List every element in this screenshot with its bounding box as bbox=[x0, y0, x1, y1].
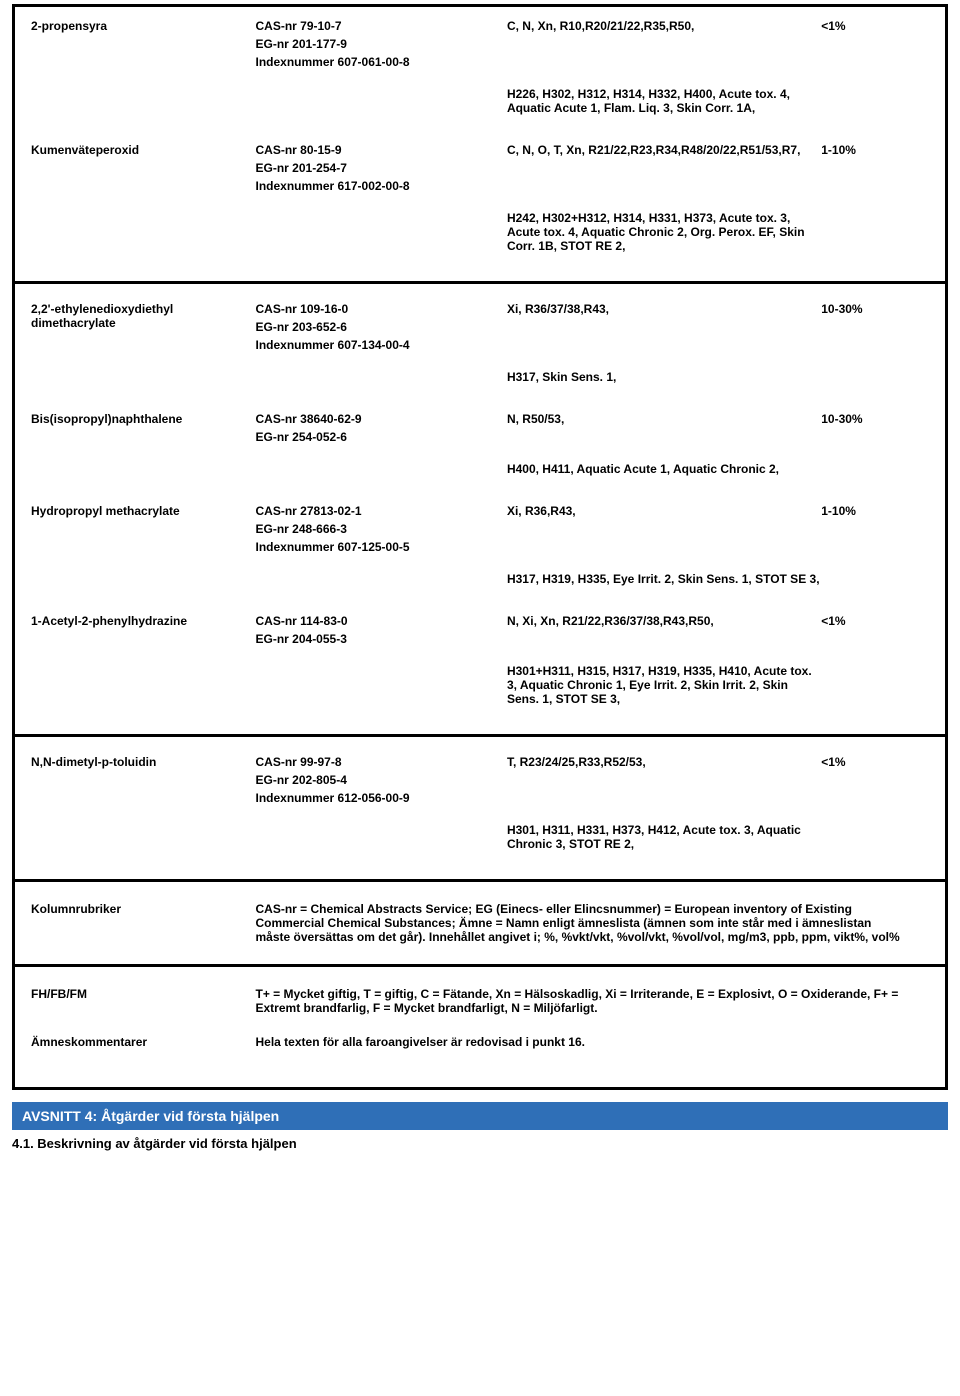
hazard-top: T, R23/24/25,R33,R52/53, bbox=[507, 755, 821, 805]
hazard-rest-row: H400, H411, Aquatic Acute 1, Aquatic Chr… bbox=[31, 462, 929, 476]
section-4-title: AVSNITT 4: Åtgärder vid första hjälpen bbox=[12, 1102, 948, 1130]
hazard-top: Xi, R36,R43, bbox=[507, 504, 821, 554]
hazard-rest-row: H317, H319, H335, Eye Irrit. 2, Skin Sen… bbox=[31, 572, 929, 586]
substance-row: N,N-dimetyl-p-toluidinCAS-nr 99-97-8 EG-n… bbox=[31, 755, 929, 851]
substance-header-row: 1-Acetyl-2-phenylhydrazineCAS-nr 114-83-… bbox=[31, 614, 929, 646]
amneskommentarer-text: Hela texten för alla faroangivelser är r… bbox=[256, 1035, 903, 1049]
substance-ids: CAS-nr 79-10-7 EG-nr 201-177-9 Indexnummer… bbox=[256, 19, 507, 69]
hazard-rest: H317, Skin Sens. 1, bbox=[507, 370, 821, 384]
fhfbfm-label: FH/FB/FM bbox=[31, 987, 256, 1015]
hazard-rest: H226, H302, H312, H314, H332, H400, Acut… bbox=[507, 87, 821, 115]
divider bbox=[15, 879, 945, 882]
section-4-1-title: 4.1. Beskrivning av åtgärder vid första … bbox=[12, 1136, 948, 1151]
substance-header-row: KumenväteperoxidCAS-nr 80-15-9 EG-nr 201-… bbox=[31, 143, 929, 193]
kolumnrubriker-row: Kolumnrubriker CAS-nr = Chemical Abstrac… bbox=[31, 902, 929, 944]
substance-header-row: Bis(isopropyl)naphthaleneCAS-nr 38640-62… bbox=[31, 412, 929, 444]
hazard-rest: H301, H311, H331, H373, H412, Acute tox.… bbox=[507, 823, 821, 851]
hazard-top: C, N, O, T, Xn, R21/22,R23,R34,R48/20/22… bbox=[507, 143, 821, 193]
fhfbfm-row: FH/FB/FM T+ = Mycket giftig, T = giftig,… bbox=[31, 987, 929, 1015]
hazard-rest: H400, H411, Aquatic Acute 1, Aquatic Chr… bbox=[507, 462, 821, 476]
substance-id-line: CAS-nr 38640-62-9 bbox=[256, 412, 507, 426]
amneskommentarer-label: Ämneskommentarer bbox=[31, 1035, 256, 1049]
substance-id-line: EG-nr 203-652-6 bbox=[256, 320, 507, 334]
substance-name: Hydropropyl methacrylate bbox=[31, 504, 256, 554]
divider bbox=[15, 281, 945, 284]
substance-id-line: Indexnummer 607-061-00-8 bbox=[256, 55, 507, 69]
substance-name: 1-Acetyl-2-phenylhydrazine bbox=[31, 614, 256, 646]
substance-ids: CAS-nr 114-83-0 EG-nr 204-055-3 bbox=[256, 614, 507, 646]
substance-id-line: Indexnummer 612-056-00-9 bbox=[256, 791, 507, 805]
substance-id-line: EG-nr 248-666-3 bbox=[256, 522, 507, 536]
hazard-rest: H317, H319, H335, Eye Irrit. 2, Skin Sen… bbox=[507, 572, 821, 586]
substance-id-line: CAS-nr 79-10-7 bbox=[256, 19, 507, 33]
substance-row: Hydropropyl methacrylateCAS-nr 27813-02-… bbox=[31, 504, 929, 586]
substance-id-line: EG-nr 201-254-7 bbox=[256, 161, 507, 175]
substance-id-line: EG-nr 254-052-6 bbox=[256, 430, 507, 444]
substance-row: 2,2'-ethylenedioxydiethyl dimethacrylate… bbox=[31, 302, 929, 384]
hazard-rest: H242, H302+H312, H314, H331, H373, Acute… bbox=[507, 211, 821, 253]
substance-header-row: 2,2'-ethylenedioxydiethyl dimethacrylate… bbox=[31, 302, 929, 352]
substance-header-row: N,N-dimetyl-p-toluidinCAS-nr 99-97-8 EG-n… bbox=[31, 755, 929, 805]
substance-id-line: CAS-nr 114-83-0 bbox=[256, 614, 507, 628]
substance-header-row: Hydropropyl methacrylateCAS-nr 27813-02-… bbox=[31, 504, 929, 554]
substance-name: Kumenväteperoxid bbox=[31, 143, 256, 193]
concentration: 10-30% bbox=[821, 412, 929, 444]
hazard-top: Xi, R36/37/38,R43, bbox=[507, 302, 821, 352]
kolumnrubriker-text: CAS-nr = Chemical Abstracts Service; EG … bbox=[256, 902, 903, 944]
substance-id-line: CAS-nr 99-97-8 bbox=[256, 755, 507, 769]
sds-box: 2-propensyraCAS-nr 79-10-7 EG-nr 201-177-… bbox=[12, 4, 948, 1090]
substance-id-line: EG-nr 204-055-3 bbox=[256, 632, 507, 646]
concentration: <1% bbox=[821, 19, 929, 69]
substance-id-line: CAS-nr 80-15-9 bbox=[256, 143, 507, 157]
substance-name: 2-propensyra bbox=[31, 19, 256, 69]
substance-name: 2,2'-ethylenedioxydiethyl dimethacrylate bbox=[31, 302, 256, 352]
substance-row: Bis(isopropyl)naphthaleneCAS-nr 38640-62… bbox=[31, 412, 929, 476]
substance-name: Bis(isopropyl)naphthalene bbox=[31, 412, 256, 444]
substance-name: N,N-dimetyl-p-toluidin bbox=[31, 755, 256, 805]
substance-row: 1-Acetyl-2-phenylhydrazineCAS-nr 114-83-… bbox=[31, 614, 929, 706]
hazard-rest-row: H317, Skin Sens. 1, bbox=[31, 370, 929, 384]
substance-ids: CAS-nr 99-97-8 EG-nr 202-805-4 Indexnummer… bbox=[256, 755, 507, 805]
amneskommentarer-row: Ämneskommentarer Hela texten för alla fa… bbox=[31, 1035, 929, 1049]
substance-row: 2-propensyraCAS-nr 79-10-7 EG-nr 201-177-… bbox=[31, 19, 929, 115]
substance-id-line: EG-nr 202-805-4 bbox=[256, 773, 507, 787]
concentration: <1% bbox=[821, 614, 929, 646]
hazard-top: C, N, Xn, R10,R20/21/22,R35,R50, bbox=[507, 19, 821, 69]
substance-ids: CAS-nr 80-15-9 EG-nr 201-254-7 Indexnummer… bbox=[256, 143, 507, 193]
substance-ids: CAS-nr 109-16-0 EG-nr 203-652-6 Indexnumme… bbox=[256, 302, 507, 352]
hazard-rest-row: H301+H311, H315, H317, H319, H335, H410,… bbox=[31, 664, 929, 706]
hazard-rest-row: H226, H302, H312, H314, H332, H400, Acut… bbox=[31, 87, 929, 115]
hazard-rest-row: H242, H302+H312, H314, H331, H373, Acute… bbox=[31, 211, 929, 253]
hazard-rest-row: H301, H311, H331, H373, H412, Acute tox.… bbox=[31, 823, 929, 851]
hazard-top: N, Xi, Xn, R21/22,R36/37/38,R43,R50, bbox=[507, 614, 821, 646]
substance-id-line: CAS-nr 27813-02-1 bbox=[256, 504, 507, 518]
fhfbfm-text: T+ = Mycket giftig, T = giftig, C = Fäta… bbox=[256, 987, 903, 1015]
substance-row: KumenväteperoxidCAS-nr 80-15-9 EG-nr 201-… bbox=[31, 143, 929, 253]
kolumnrubriker-label: Kolumnrubriker bbox=[31, 902, 256, 944]
divider bbox=[15, 734, 945, 737]
substance-id-line: Indexnummer 617-002-00-8 bbox=[256, 179, 507, 193]
concentration: 1-10% bbox=[821, 504, 929, 554]
substance-id-line: EG-nr 201-177-9 bbox=[256, 37, 507, 51]
concentration: 1-10% bbox=[821, 143, 929, 193]
hazard-top: N, R50/53, bbox=[507, 412, 821, 444]
substance-id-line: Indexnummer 607-125-00-5 bbox=[256, 540, 507, 554]
substance-id-line: CAS-nr 109-16-0 bbox=[256, 302, 507, 316]
divider bbox=[15, 964, 945, 967]
concentration: 10-30% bbox=[821, 302, 929, 352]
substance-id-line: Indexnummer 607-134-00-4 bbox=[256, 338, 507, 352]
substance-header-row: 2-propensyraCAS-nr 79-10-7 EG-nr 201-177-… bbox=[31, 19, 929, 69]
hazard-rest: H301+H311, H315, H317, H319, H335, H410,… bbox=[507, 664, 821, 706]
substance-ids: CAS-nr 27813-02-1 EG-nr 248-666-3 Indexnum… bbox=[256, 504, 507, 554]
substance-ids: CAS-nr 38640-62-9 EG-nr 254-052-6 bbox=[256, 412, 507, 444]
concentration: <1% bbox=[821, 755, 929, 805]
